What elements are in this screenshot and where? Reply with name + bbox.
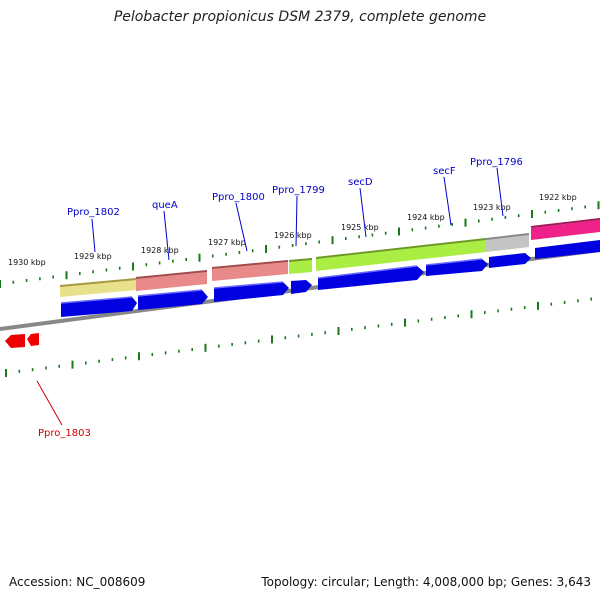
gene-label-ppro-1799: Ppro_1799: [272, 185, 325, 196]
genome-summary-text: Topology: circular; Length: 4,008,000 bp…: [261, 575, 591, 589]
upper-tick-row: [0, 201, 600, 288]
cog-block-ppro-1799: [289, 260, 312, 274]
gene-arrow-ppro-1803-b: [27, 333, 39, 346]
kbp-label: 1926 kbp: [274, 231, 312, 240]
kbp-label: 1930 kbp: [8, 258, 46, 267]
gene-labels: Ppro_1802 queA Ppro_1800 Ppro_1799 secD …: [38, 157, 523, 439]
cog-block-ppro-1796: [486, 235, 529, 252]
gene-label-ppro-1803: Ppro_1803: [38, 428, 91, 439]
kbp-label: 1923 kbp: [473, 203, 511, 212]
gene-arrow-next: [535, 240, 600, 259]
gene-arrow-ppro-1796: [489, 253, 531, 268]
gene-arrow-secf: [426, 259, 488, 276]
cog-block-secd: [316, 247, 423, 271]
kbp-label: 1928 kbp: [141, 246, 179, 255]
cog-block-ppro-1802: [60, 279, 136, 297]
kbp-scale: 1930 kbp 1929 kbp 1928 kbp 1927 kbp 1926…: [8, 193, 577, 267]
cog-block-secf: [423, 240, 486, 259]
cog-block-ppro-1800: [212, 262, 288, 281]
kbp-label: 1924 kbp: [407, 213, 445, 222]
gene-label-ppro-1800: Ppro_1800: [212, 192, 265, 203]
cog-block-next: [531, 220, 600, 240]
gene-arrow-ppro-1803: [5, 334, 25, 348]
kbp-label: 1922 kbp: [539, 193, 577, 202]
gene-label-secf: secF: [433, 166, 456, 177]
kbp-label: 1927 kbp: [208, 238, 246, 247]
cog-block-quea: [136, 272, 207, 291]
gene-label-quea: queA: [152, 200, 178, 211]
kbp-label: 1929 kbp: [74, 252, 112, 261]
label-leaders: [36, 167, 504, 426]
cog-band: [59, 218, 600, 297]
gene-label-ppro-1802: Ppro_1802: [67, 207, 120, 218]
gene-label-secd: secD: [348, 177, 373, 188]
reverse-genes: [5, 333, 39, 348]
genome-title: Pelobacter propionicus DSM 2379, complet…: [113, 9, 487, 25]
gene-label-ppro-1796: Ppro_1796: [470, 157, 523, 168]
accession-text: Accession: NC_008609: [9, 575, 146, 589]
kbp-label: 1925 kbp: [341, 223, 379, 232]
forward-genes: [60, 240, 600, 317]
gene-arrow-ppro-1799: [291, 280, 312, 294]
lower-tick-row: [5, 297, 593, 377]
gene-arrow-secd: [318, 266, 424, 290]
